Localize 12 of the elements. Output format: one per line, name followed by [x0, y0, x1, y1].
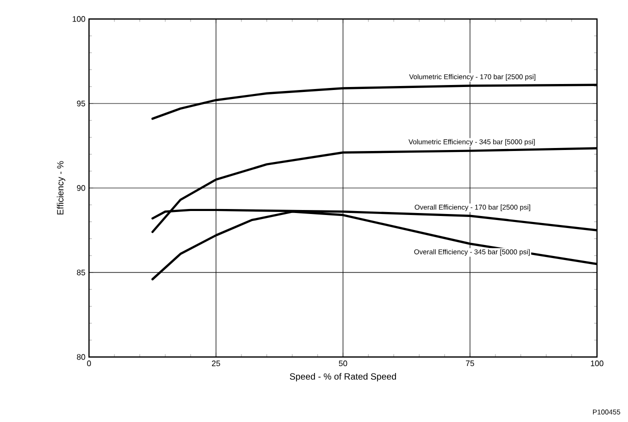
x-tick-label: 50 [338, 360, 348, 366]
y-tick-label: 90 [76, 185, 86, 191]
y-tick-label: 100 [72, 16, 86, 22]
x-tick-label: 0 [87, 360, 91, 366]
x-tick-label: 100 [590, 360, 604, 366]
y-axis-title: Efficiency - % [56, 161, 66, 214]
x-axis-title: Speed - % of Rated Speed [290, 373, 396, 382]
y-tick-label: 85 [76, 270, 86, 276]
y-tick-label: 80 [76, 354, 86, 360]
y-tick-label: 95 [76, 100, 86, 106]
x-tick-label: 75 [466, 360, 474, 366]
x-tick-label: 25 [212, 360, 220, 366]
